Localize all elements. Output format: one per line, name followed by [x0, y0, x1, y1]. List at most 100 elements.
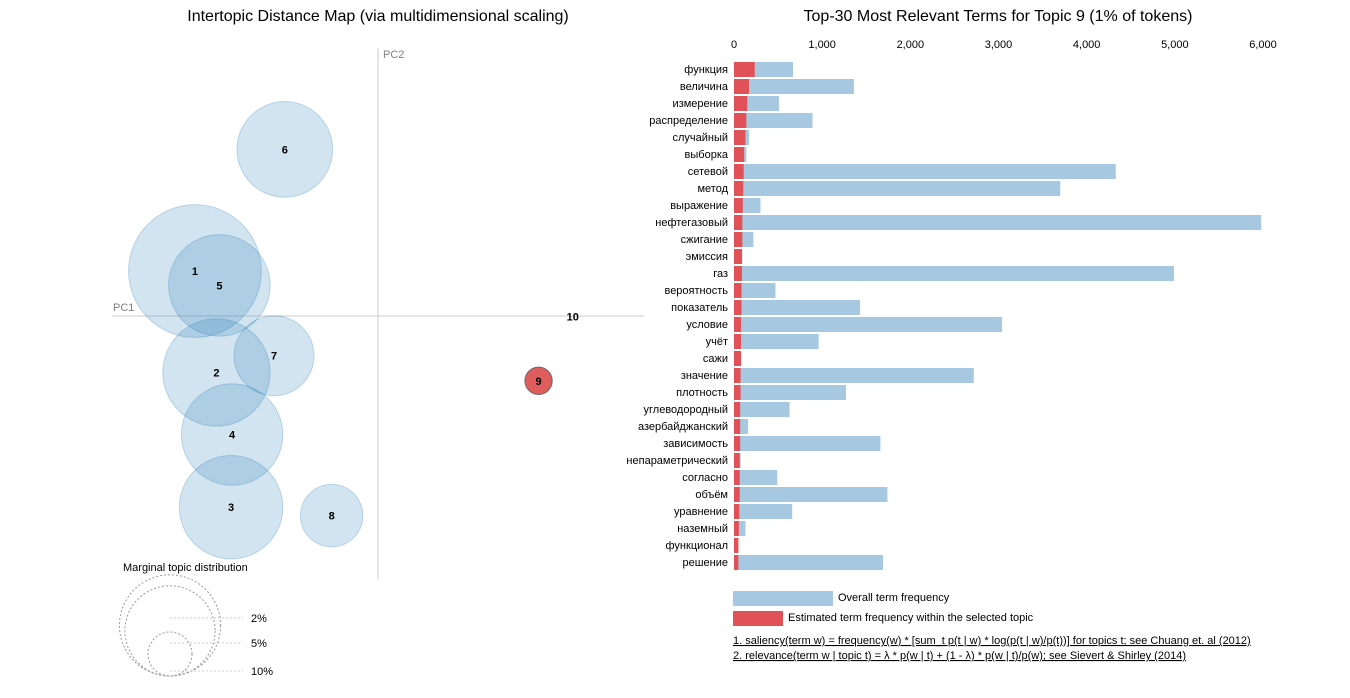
term-label[interactable]: азербайджанский: [638, 421, 728, 433]
topic-bubbles[interactable]: [128, 101, 553, 560]
topic-frequency-bar[interactable]: [734, 198, 743, 213]
overall-frequency-bar[interactable]: [734, 402, 790, 417]
topic-frequency-bar[interactable]: [734, 487, 740, 502]
term-label[interactable]: газ: [713, 268, 728, 280]
term-label[interactable]: согласно: [682, 472, 728, 484]
topic-frequency-bar[interactable]: [734, 96, 748, 111]
topic-frequency-bar[interactable]: [734, 283, 742, 298]
overall-frequency-bar[interactable]: [734, 181, 1061, 196]
topic-frequency-bar[interactable]: [734, 215, 743, 230]
topic-frequency-bar[interactable]: [734, 521, 739, 536]
topic-bubble-6[interactable]: [236, 101, 334, 198]
topic-frequency-bar[interactable]: [734, 147, 745, 162]
term-label[interactable]: углеводородный: [644, 404, 728, 416]
term-label[interactable]: метод: [697, 183, 728, 195]
topic-frequency-bar[interactable]: [734, 113, 747, 128]
overall-frequency-bar[interactable]: [734, 487, 888, 502]
term-label[interactable]: зависимость: [663, 438, 728, 450]
topic-frequency-bar[interactable]: [734, 453, 740, 468]
topic-frequency-bar[interactable]: [734, 79, 749, 94]
topic-frequency-bar[interactable]: [734, 368, 741, 383]
topic-bubble-1[interactable]: [128, 204, 262, 338]
topic-frequency-bar[interactable]: [734, 538, 739, 553]
topic-frequency-bar[interactable]: [734, 402, 741, 417]
topic-frequency-bar[interactable]: [734, 470, 740, 485]
term-label[interactable]: непараметрический: [626, 455, 728, 467]
term-label[interactable]: выражение: [670, 200, 728, 212]
overall-frequency-bar[interactable]: [734, 555, 884, 570]
overall-frequency-bar[interactable]: [734, 113, 813, 128]
topic-label-5[interactable]: 5: [216, 280, 222, 292]
term-label[interactable]: функция: [684, 64, 728, 76]
term-label[interactable]: значение: [681, 370, 728, 382]
overall-frequency-bar[interactable]: [734, 215, 1262, 230]
overall-frequency-bar[interactable]: [734, 504, 793, 519]
topic-frequency-bar[interactable]: [734, 385, 741, 400]
overall-frequency-bar[interactable]: [734, 368, 974, 383]
topic-frequency-bar[interactable]: [734, 317, 742, 332]
overall-frequency-bar[interactable]: [734, 470, 778, 485]
topic-bubble-2[interactable]: [162, 318, 271, 427]
term-label[interactable]: уравнение: [674, 506, 728, 518]
saliency-footnote-link[interactable]: 1. saliency(term w) = frequency(w) * [su…: [733, 635, 1251, 647]
overall-frequency-bar[interactable]: [734, 521, 746, 536]
topic-label-3[interactable]: 3: [228, 502, 234, 514]
topic-frequency-bar[interactable]: [734, 62, 755, 77]
topic-frequency-bar[interactable]: [734, 334, 742, 349]
topic-bubble-4[interactable]: [180, 383, 284, 486]
term-label[interactable]: сажи: [703, 353, 728, 365]
topic-bubble-3[interactable]: [178, 455, 284, 560]
topic-bubble-5[interactable]: [168, 234, 271, 337]
topic-frequency-bar[interactable]: [734, 300, 742, 315]
term-label[interactable]: сжигание: [681, 234, 728, 246]
topic-frequency-bar[interactable]: [734, 351, 742, 366]
topic-label-4[interactable]: 4: [229, 429, 236, 441]
term-label[interactable]: сетевой: [688, 166, 728, 178]
topic-bubble-9[interactable]: [524, 366, 553, 395]
term-label[interactable]: случайный: [672, 132, 728, 144]
topic-label-1[interactable]: 1: [192, 266, 198, 278]
term-label[interactable]: показатель: [671, 302, 728, 314]
topic-label-8[interactable]: 8: [329, 511, 335, 523]
term-label[interactable]: выборка: [685, 149, 729, 161]
term-label[interactable]: плотность: [676, 387, 728, 399]
overall-frequency-bar[interactable]: [734, 164, 1116, 179]
term-label[interactable]: эмиссия: [686, 251, 728, 263]
overall-frequency-bar[interactable]: [734, 79, 854, 94]
overall-frequency-bar[interactable]: [734, 300, 861, 315]
topic-frequency-bar[interactable]: [734, 504, 740, 519]
term-label[interactable]: вероятность: [664, 285, 728, 297]
topic-bubble-8[interactable]: [299, 483, 364, 548]
topic-frequency-bar[interactable]: [734, 436, 741, 451]
topic-frequency-bar[interactable]: [734, 419, 741, 434]
topic-label-2[interactable]: 2: [213, 367, 219, 379]
topic-frequency-bar[interactable]: [734, 164, 744, 179]
overall-frequency-bar[interactable]: [734, 317, 1003, 332]
term-label[interactable]: распределение: [649, 115, 728, 127]
term-label[interactable]: нефтегазовый: [655, 217, 728, 229]
term-label[interactable]: наземный: [677, 523, 728, 535]
term-bars[interactable]: [734, 62, 1262, 570]
term-label[interactable]: величина: [680, 81, 729, 93]
topic-frequency-bar[interactable]: [734, 130, 746, 145]
overall-frequency-bar[interactable]: [734, 266, 1174, 281]
topic-label-6[interactable]: 6: [282, 144, 288, 156]
term-label[interactable]: учёт: [706, 336, 728, 348]
overall-frequency-bar[interactable]: [734, 436, 881, 451]
overall-frequency-bar[interactable]: [734, 283, 776, 298]
topic-frequency-bar[interactable]: [734, 555, 739, 570]
topic-label-9[interactable]: 9: [536, 376, 542, 388]
term-label[interactable]: условие: [686, 319, 728, 331]
topic-frequency-bar[interactable]: [734, 266, 742, 281]
topic-frequency-bar[interactable]: [734, 249, 742, 264]
term-label[interactable]: решение: [682, 557, 728, 569]
overall-frequency-bar[interactable]: [734, 334, 819, 349]
topic-bubble-7[interactable]: [233, 315, 315, 397]
term-label[interactable]: измерение: [673, 98, 728, 110]
topic-frequency-bar[interactable]: [734, 181, 744, 196]
term-label[interactable]: объём: [695, 489, 728, 501]
relevance-footnote-link[interactable]: 2. relevance(term w | topic t) = λ * p(w…: [733, 650, 1186, 662]
topic-label-7[interactable]: 7: [271, 351, 277, 363]
overall-frequency-bar[interactable]: [734, 385, 846, 400]
term-label[interactable]: функционал: [666, 540, 729, 552]
